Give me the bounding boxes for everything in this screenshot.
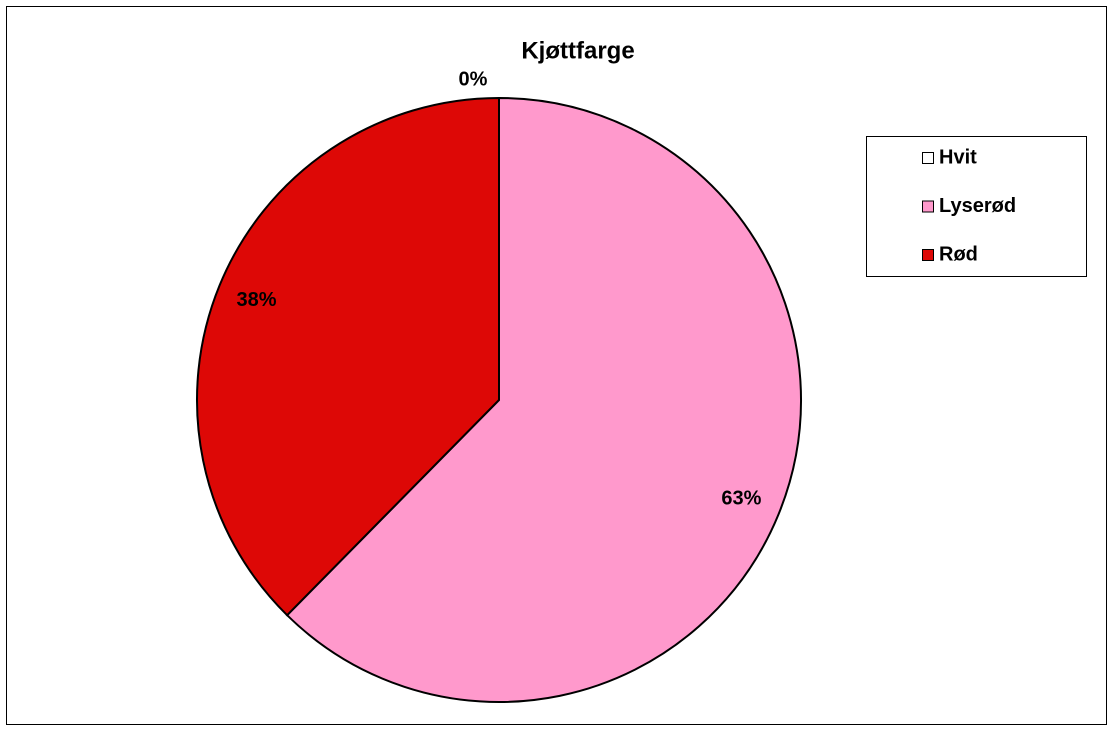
legend-label: Rød xyxy=(939,243,978,265)
data-label: 38% xyxy=(237,289,277,311)
legend-label: Lyserød xyxy=(939,195,1016,217)
legend-swatch xyxy=(922,200,934,213)
legend-swatch xyxy=(922,249,934,261)
legend-label: Hvit xyxy=(939,146,977,168)
data-label: 0% xyxy=(459,68,488,90)
pie-slice xyxy=(196,96,500,617)
legend-swatch xyxy=(922,152,934,164)
chart-title: Kjøttfarge xyxy=(521,37,634,64)
pie-slice xyxy=(285,96,802,703)
data-label: 63% xyxy=(721,488,761,510)
legend-box xyxy=(866,136,1087,277)
